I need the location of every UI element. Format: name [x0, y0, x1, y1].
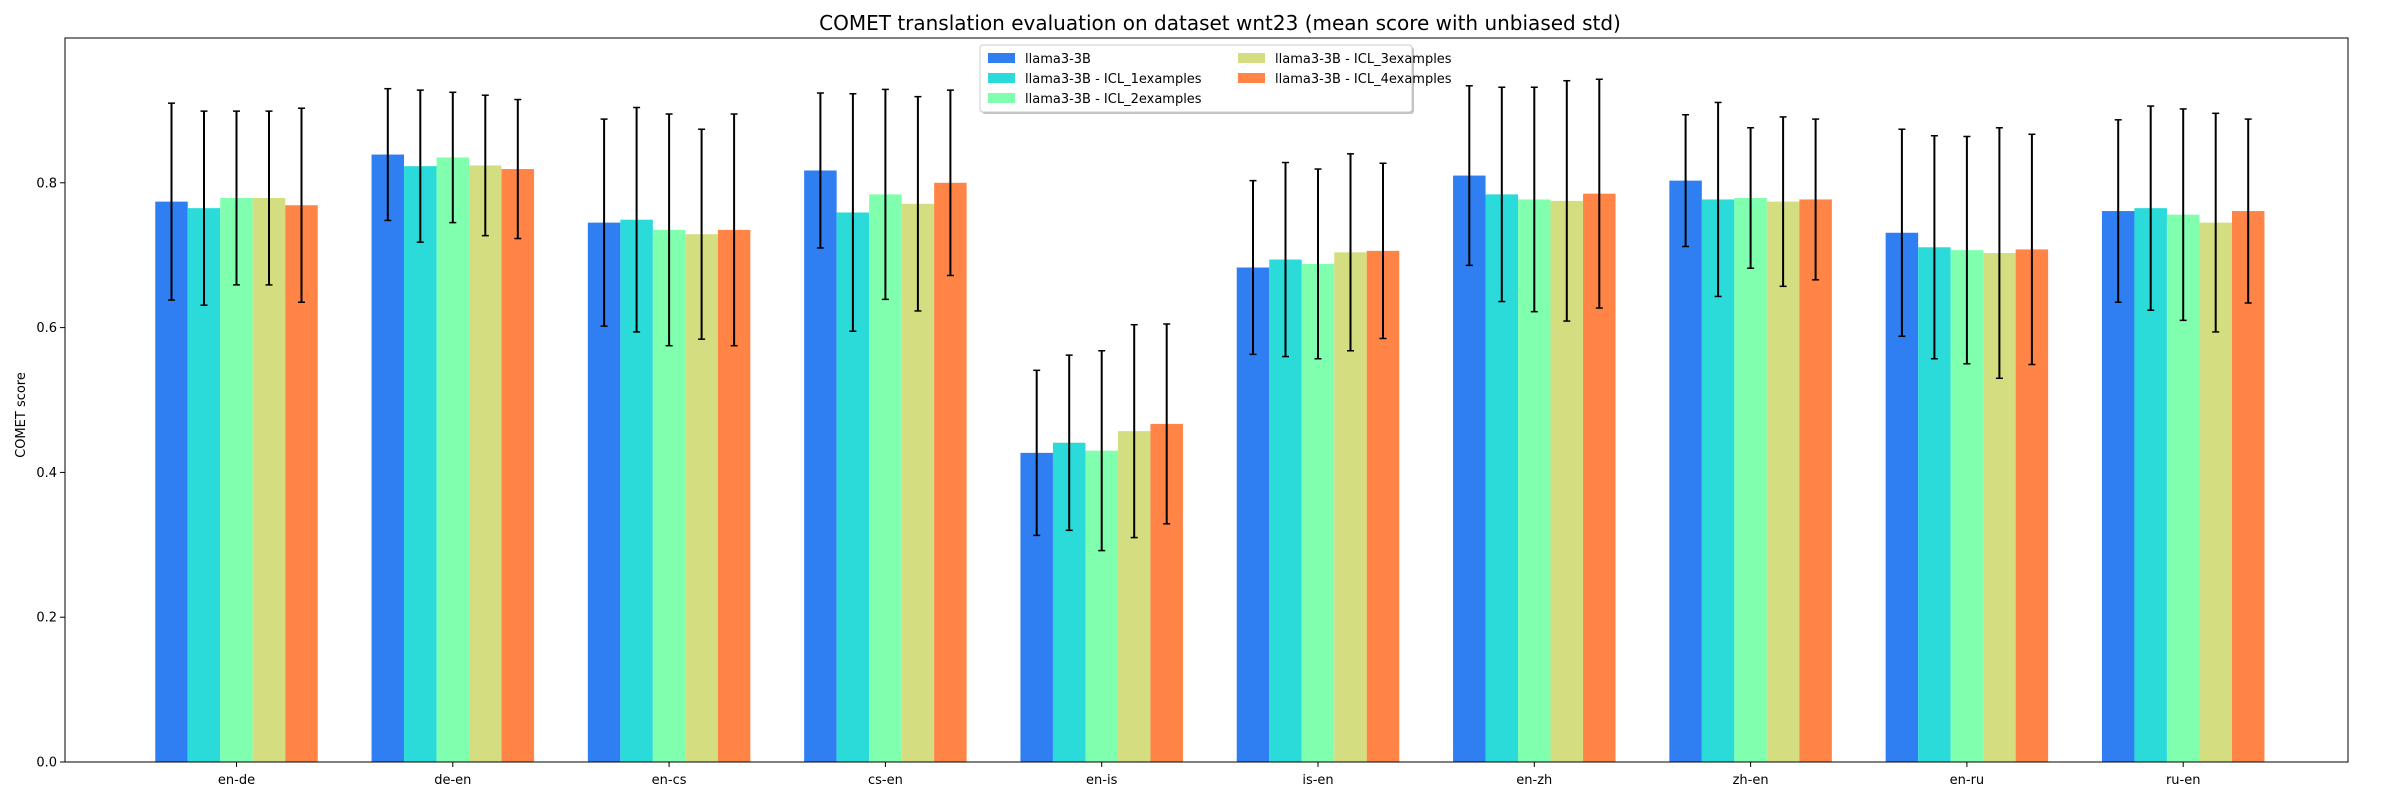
error-bar — [416, 89, 424, 243]
error-bar — [233, 110, 240, 286]
y-tick-label: 0.4 — [36, 466, 57, 481]
error-bar — [665, 113, 673, 347]
bar — [804, 170, 837, 763]
y-axis-label: COMET score — [14, 372, 29, 458]
bar — [220, 198, 253, 762]
error-bar — [1465, 85, 1473, 267]
error-bar — [1779, 116, 1787, 288]
plot-frame — [64, 37, 2349, 763]
error-bar — [914, 95, 922, 312]
error-bar — [1163, 323, 1171, 525]
error-bar — [698, 128, 706, 340]
bar — [934, 182, 967, 763]
bar — [469, 165, 502, 763]
error-bar — [881, 88, 889, 301]
legend-label: llama3-3B - ICL_1examples — [1025, 72, 1202, 87]
error-bar — [298, 107, 305, 304]
bar — [1734, 198, 1767, 762]
error-bar — [946, 89, 954, 277]
error-bar — [1995, 127, 2003, 380]
error-bar — [1747, 127, 1755, 269]
legend-box — [979, 44, 1413, 113]
x-tick-label: cs-en — [868, 773, 903, 788]
x-tick-label: is-en — [1302, 773, 1333, 788]
x-tick-label: ru-en — [2166, 773, 2201, 788]
error-bar — [1898, 128, 1906, 338]
error-bar — [849, 92, 857, 332]
x-tick-label: en-zh — [1516, 773, 1552, 788]
error-bar — [1812, 118, 1820, 281]
y-tick-label: 0.0 — [36, 756, 57, 771]
legend: llama3-3B llama3-3B - ICL_1examples llama3… — [979, 44, 1452, 114]
bar — [1669, 180, 1702, 762]
legend-swatch — [988, 93, 1015, 103]
error-bar — [1249, 179, 1257, 356]
error-bar — [514, 98, 522, 240]
error-bar — [600, 118, 608, 327]
error-bar — [2028, 133, 2036, 366]
bar — [1453, 175, 1486, 762]
error-bar — [2147, 105, 2155, 311]
legend-label: llama3-3B - ICL_2examples — [1025, 92, 1202, 107]
error-bar — [1563, 79, 1571, 322]
x-tick-label: en-is — [1086, 773, 1118, 788]
error-bar — [1282, 161, 1289, 358]
axes-layer: 0.0 0.2 0.4 0.6 0.8 en-de de-en en-cs cs-en en-is… — [36, 37, 2349, 788]
bar — [404, 166, 437, 762]
bar — [1766, 201, 1800, 762]
error-bar — [1498, 86, 1506, 303]
error-bar — [2244, 118, 2252, 304]
legend-swatch — [1238, 53, 1265, 63]
error-bar — [1963, 135, 1971, 365]
error-bar — [1530, 86, 1538, 313]
error-bar — [1347, 153, 1354, 352]
error-bar — [1595, 78, 1603, 309]
bar — [371, 154, 405, 762]
error-bar — [1033, 369, 1041, 537]
chart-title: COMET translation evaluation on dataset … — [819, 11, 1621, 35]
error-bar — [384, 87, 392, 222]
error-bar — [265, 110, 273, 286]
bar — [436, 157, 470, 762]
y-tick-label: 0.6 — [36, 321, 57, 336]
error-bar — [2179, 108, 2187, 322]
x-tick-label: de-en — [434, 773, 471, 788]
legend-swatch — [988, 53, 1015, 63]
error-bar — [1065, 354, 1073, 532]
error-bar — [481, 94, 489, 237]
error-bar — [730, 113, 738, 347]
error-bar — [1379, 162, 1387, 340]
bar — [501, 169, 535, 763]
legend-label: llama3-3B — [1025, 52, 1091, 67]
bar — [1799, 199, 1832, 762]
legend-label: llama3-3B - ICL_3examples — [1275, 52, 1452, 67]
legend-swatch — [1238, 73, 1265, 83]
x-tick-label: zh-en — [1733, 773, 1769, 788]
x-tick-label: en-de — [218, 773, 255, 788]
y-tick-label: 0.8 — [36, 176, 57, 191]
error-bar — [816, 92, 824, 249]
x-tick-label: en-cs — [652, 773, 687, 788]
legend-swatch — [988, 73, 1015, 83]
bars-layer — [155, 154, 2265, 763]
error-bar — [1130, 323, 1138, 539]
error-bar — [1682, 113, 1690, 248]
y-tick-label: 0.2 — [36, 611, 57, 626]
error-bar — [2114, 119, 2122, 304]
error-bar — [633, 106, 641, 333]
error-bar — [1930, 134, 1938, 360]
error-bars-layer — [168, 78, 2252, 552]
error-bar — [2212, 112, 2220, 333]
bar — [252, 198, 286, 762]
error-bar — [449, 91, 457, 224]
error-bar — [200, 110, 208, 306]
error-bar — [1098, 350, 1106, 552]
legend-label: llama3-3B - ICL_4examples — [1275, 72, 1452, 87]
error-bar — [168, 102, 175, 301]
error-bar — [1314, 168, 1322, 360]
x-tick-label: en-ru — [1950, 773, 1985, 788]
error-bar — [1714, 101, 1722, 298]
